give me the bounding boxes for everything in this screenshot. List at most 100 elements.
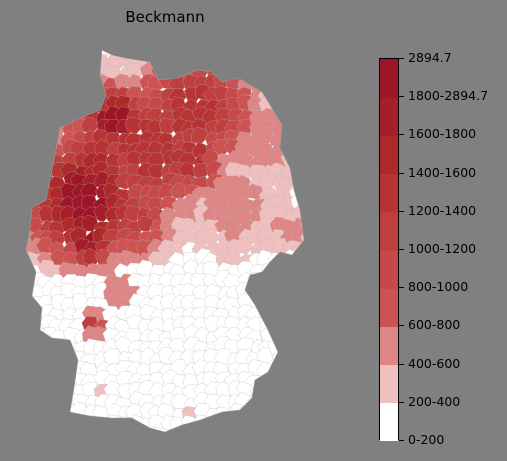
- district-region: [125, 50, 146, 61]
- district-region: [302, 207, 304, 224]
- district-region: [26, 337, 34, 355]
- district-region: [193, 51, 211, 69]
- district-region: [47, 65, 66, 84]
- district-region: [83, 415, 103, 432]
- district-region: [261, 263, 278, 280]
- district-region: [29, 107, 47, 126]
- district-region: [194, 427, 212, 432]
- district-region: [272, 94, 290, 112]
- district-region: [281, 315, 299, 333]
- colorbar-segment: [380, 59, 398, 98]
- district-region: [35, 52, 54, 70]
- district-region: [292, 129, 304, 147]
- district-region: [148, 414, 167, 432]
- district-region: [26, 282, 35, 300]
- district-region: [272, 362, 290, 380]
- district-region: [26, 428, 34, 432]
- district-region: [280, 307, 298, 326]
- district-region: [127, 428, 146, 432]
- district-region: [303, 406, 304, 423]
- district-region: [40, 63, 59, 81]
- district-region: [290, 371, 304, 389]
- district-region: [48, 362, 66, 378]
- district-region: [245, 427, 263, 432]
- district-region: [302, 97, 304, 116]
- district-region: [59, 74, 78, 93]
- district-region: [278, 274, 296, 290]
- district-region: [278, 350, 298, 367]
- colorbar-tick-label: 1600-1800: [408, 126, 477, 141]
- district-region: [29, 394, 48, 411]
- district-region: [26, 129, 45, 146]
- district-region: [291, 161, 304, 179]
- district-region: [26, 403, 34, 420]
- district-region: [26, 260, 34, 278]
- district-region: [26, 352, 34, 369]
- district-region: [74, 61, 93, 79]
- colorbar-tick: [399, 249, 404, 250]
- district-region: [172, 52, 192, 72]
- district-region: [283, 392, 301, 411]
- district-region: [272, 271, 290, 291]
- district-region: [269, 314, 288, 331]
- district-region: [278, 372, 296, 389]
- district-region: [49, 351, 67, 370]
- district-region: [26, 220, 32, 237]
- district-region: [27, 176, 45, 194]
- district-region: [290, 50, 304, 62]
- district-region: [27, 406, 46, 424]
- district-region: [280, 118, 299, 137]
- district-region: [48, 405, 67, 423]
- colorbar-tick: [399, 96, 404, 97]
- district-region: [293, 254, 304, 272]
- district-region: [300, 230, 304, 248]
- district-region: [52, 54, 69, 72]
- district-region: [302, 120, 304, 138]
- district-region: [226, 426, 245, 432]
- district-region: [26, 391, 35, 411]
- district-region: [81, 51, 100, 68]
- district-region: [26, 317, 37, 334]
- district-region: [61, 53, 80, 70]
- colorbar-tick-label: 2894.7: [408, 50, 452, 65]
- district-region: [182, 50, 202, 68]
- district-region: [28, 359, 46, 378]
- district-region: [134, 50, 153, 61]
- district-region: [26, 106, 33, 124]
- district-region: [304, 131, 322, 149]
- district-region: [304, 393, 321, 410]
- colorbar: [379, 58, 399, 442]
- district-region: [114, 50, 132, 57]
- district-region: [277, 65, 297, 83]
- district-region: [215, 53, 233, 69]
- colorbar-tick-label: 200-400: [408, 394, 461, 409]
- district-region: [49, 337, 70, 355]
- colorbar-tick-label: 1800-2894.7: [408, 88, 489, 103]
- district-region: [259, 393, 277, 410]
- district-region: [260, 384, 278, 403]
- district-region: [95, 417, 114, 432]
- district-region: [37, 85, 57, 104]
- district-region: [204, 53, 222, 70]
- district-region: [293, 151, 304, 167]
- district-region: [268, 370, 287, 389]
- district-region: [58, 417, 77, 432]
- district-region: [35, 392, 55, 411]
- district-region: [50, 396, 68, 412]
- district-region: [41, 339, 58, 357]
- district-region: [192, 50, 211, 58]
- district-region: [215, 50, 236, 62]
- district-region: [26, 174, 36, 193]
- district-region: [81, 62, 99, 79]
- district-region: [280, 429, 299, 432]
- district-region: [117, 416, 136, 432]
- district-region: [103, 425, 122, 432]
- district-region: [291, 53, 304, 70]
- district-region: [290, 118, 304, 137]
- country-outline: [25, 49, 305, 433]
- district-region: [27, 424, 46, 432]
- colorbar-tick-label: 800-1000: [408, 279, 469, 294]
- district-region: [26, 347, 44, 365]
- district-region: [290, 96, 304, 115]
